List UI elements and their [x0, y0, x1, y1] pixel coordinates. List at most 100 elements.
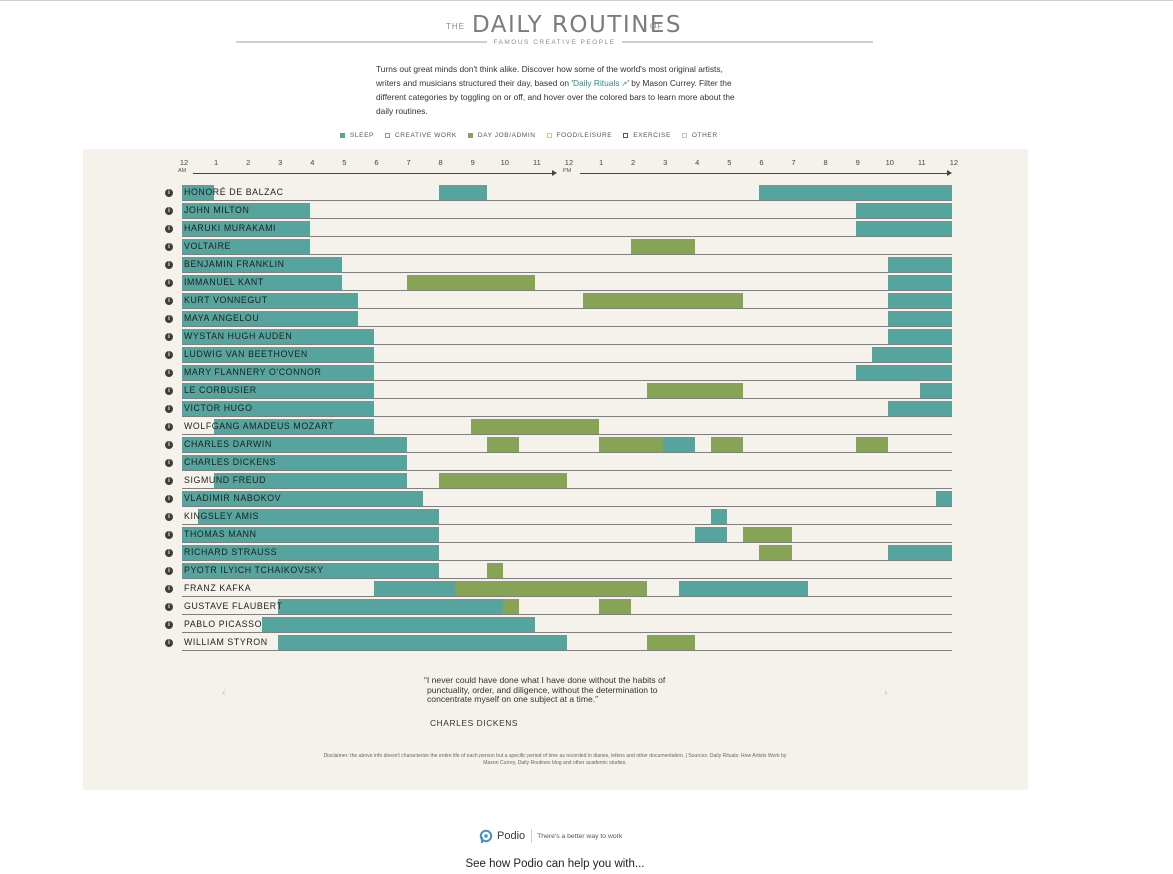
- routine-bar-sleep[interactable]: [182, 545, 439, 560]
- routine-bar-day-job-admin[interactable]: [583, 293, 744, 308]
- routine-bar-sleep[interactable]: [182, 383, 375, 398]
- routine-bar-sleep[interactable]: [182, 275, 343, 290]
- routine-bar-sleep[interactable]: [182, 491, 423, 506]
- routine-bar-sleep[interactable]: [214, 419, 375, 434]
- routine-bar-sleep[interactable]: [182, 563, 439, 578]
- routine-bar-sleep[interactable]: [695, 527, 728, 542]
- routine-bar-sleep[interactable]: [182, 203, 311, 218]
- routine-bar-sleep[interactable]: [935, 491, 952, 506]
- routine-bar-sleep[interactable]: [887, 401, 952, 416]
- routine-bar-sleep[interactable]: [182, 437, 407, 452]
- info-icon[interactable]: i: [165, 243, 173, 251]
- routine-bar-day-job-admin[interactable]: [759, 545, 792, 560]
- info-icon[interactable]: i: [165, 405, 173, 413]
- routine-bar-sleep[interactable]: [262, 617, 535, 632]
- routine-bar-sleep[interactable]: [887, 293, 952, 308]
- routine-bar-sleep[interactable]: [871, 347, 952, 362]
- routine-bar-day-job-admin[interactable]: [438, 473, 567, 488]
- info-icon[interactable]: i: [165, 387, 173, 395]
- routine-bar-day-job-admin[interactable]: [486, 563, 503, 578]
- routine-bar-day-job-admin[interactable]: [486, 437, 519, 452]
- info-icon[interactable]: i: [165, 513, 173, 521]
- routine-bar-sleep[interactable]: [759, 185, 952, 200]
- legend-toggle-other[interactable]: OTHER: [681, 129, 718, 141]
- routine-bar-sleep[interactable]: [887, 257, 952, 272]
- routine-bar-day-job-admin[interactable]: [454, 581, 648, 596]
- routine-bar-sleep[interactable]: [182, 311, 359, 326]
- info-icon[interactable]: i: [165, 369, 173, 377]
- cta-text[interactable]: See how Podio can help you with...: [465, 858, 645, 870]
- routine-bar-sleep[interactable]: [182, 329, 375, 344]
- routine-bar-day-job-admin[interactable]: [647, 635, 696, 650]
- podio-logo[interactable]: Podio There's a better way to work: [479, 827, 622, 845]
- routine-bar-sleep[interactable]: [855, 203, 952, 218]
- routine-bar-day-job-admin[interactable]: [502, 599, 519, 614]
- info-icon[interactable]: i: [165, 549, 173, 557]
- legend-toggle-day-job-admin[interactable]: DAY JOB/ADMIN: [467, 129, 536, 141]
- legend-toggle-creative-work[interactable]: CREATIVE WORK: [384, 129, 457, 141]
- routine-bar-sleep[interactable]: [887, 275, 952, 290]
- legend-toggle-exercise[interactable]: EXERCISE: [623, 129, 671, 141]
- routine-bar-sleep[interactable]: [182, 221, 311, 236]
- routine-bar-sleep[interactable]: [711, 509, 728, 524]
- routine-bar-day-job-admin[interactable]: [711, 437, 744, 452]
- info-icon[interactable]: i: [165, 459, 173, 467]
- routine-bar-sleep[interactable]: [663, 437, 696, 452]
- info-icon[interactable]: i: [165, 639, 173, 647]
- routine-bar-sleep[interactable]: [374, 581, 455, 596]
- routine-bar-sleep[interactable]: [182, 455, 407, 470]
- routine-bar-sleep[interactable]: [182, 347, 375, 362]
- routine-bar-day-job-admin[interactable]: [743, 527, 792, 542]
- routine-bar-sleep[interactable]: [278, 599, 503, 614]
- info-icon[interactable]: i: [165, 495, 173, 503]
- routine-bar-sleep[interactable]: [198, 509, 439, 524]
- daily-rituals-link[interactable]: Daily Rituals: [572, 77, 620, 88]
- info-icon[interactable]: i: [165, 351, 173, 359]
- info-icon[interactable]: i: [165, 315, 173, 323]
- routine-bar-sleep[interactable]: [182, 239, 311, 254]
- routine-bar-sleep[interactable]: [919, 383, 952, 398]
- legend-toggle-food-leisure[interactable]: FOOD/LEISURE: [546, 129, 613, 141]
- routine-bar-sleep[interactable]: [855, 365, 952, 380]
- routine-bar-sleep[interactable]: [182, 185, 215, 200]
- info-icon[interactable]: i: [165, 531, 173, 539]
- routine-bar-day-job-admin[interactable]: [470, 419, 600, 434]
- info-icon[interactable]: i: [165, 603, 173, 611]
- routine-bar-sleep[interactable]: [278, 635, 567, 650]
- routine-bar-sleep[interactable]: [182, 365, 375, 380]
- routine-bar-sleep[interactable]: [887, 329, 952, 344]
- routine-bar-sleep[interactable]: [182, 401, 375, 416]
- info-icon[interactable]: i: [165, 261, 173, 269]
- info-icon[interactable]: i: [165, 585, 173, 593]
- row-baseline: [182, 524, 952, 525]
- routine-bar-sleep[interactable]: [182, 293, 359, 308]
- routine-bar-day-job-admin[interactable]: [599, 599, 632, 614]
- routine-bar-day-job-admin[interactable]: [599, 437, 664, 452]
- routine-bar-sleep[interactable]: [887, 545, 952, 560]
- routine-bar-sleep[interactable]: [214, 473, 407, 488]
- routine-bar-day-job-admin[interactable]: [855, 437, 888, 452]
- routine-bar-sleep[interactable]: [182, 257, 343, 272]
- prev-quote-button[interactable]: ‹: [222, 687, 226, 699]
- routine-bar-day-job-admin[interactable]: [631, 239, 696, 254]
- routine-bar-day-job-admin[interactable]: [647, 383, 744, 398]
- info-icon[interactable]: i: [165, 333, 173, 341]
- info-icon[interactable]: i: [165, 189, 173, 197]
- info-icon[interactable]: i: [165, 477, 173, 485]
- routine-bar-sleep[interactable]: [855, 221, 952, 236]
- next-quote-button[interactable]: ›: [884, 687, 888, 699]
- routine-bar-sleep[interactable]: [182, 527, 439, 542]
- routine-bar-sleep[interactable]: [887, 311, 952, 326]
- legend-toggle-sleep[interactable]: SLEEP: [340, 129, 374, 141]
- routine-bar-sleep[interactable]: [679, 581, 808, 596]
- info-icon[interactable]: i: [165, 207, 173, 215]
- info-icon[interactable]: i: [165, 297, 173, 305]
- routine-bar-day-job-admin[interactable]: [406, 275, 535, 290]
- info-icon[interactable]: i: [165, 225, 173, 233]
- info-icon[interactable]: i: [165, 621, 173, 629]
- info-icon[interactable]: i: [165, 567, 173, 575]
- routine-bar-sleep[interactable]: [438, 185, 487, 200]
- info-icon[interactable]: i: [165, 423, 173, 431]
- info-icon[interactable]: i: [165, 441, 173, 449]
- info-icon[interactable]: i: [165, 279, 173, 287]
